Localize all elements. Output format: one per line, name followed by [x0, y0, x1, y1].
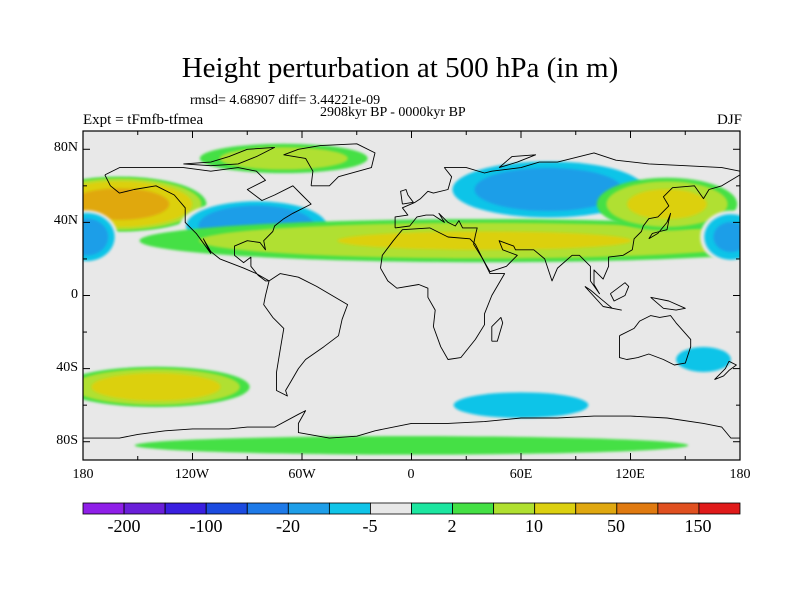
colorbar-label: 50 — [607, 516, 625, 536]
colorbar-swatch — [370, 502, 412, 515]
coastlines — [83, 143, 740, 439]
coastline — [619, 315, 692, 366]
colorbar-label: -20 — [276, 516, 300, 536]
anomaly-contour — [83, 218, 109, 256]
colorbar-swatch — [287, 502, 330, 515]
colorbar — [82, 502, 741, 515]
colorbar-swatch — [123, 502, 166, 515]
rmsd-stats: rmsd= 4.68907 diff= 3.44221e-09 — [190, 93, 381, 108]
axis-ticks — [82, 131, 741, 460]
lat-label-40n: 40N — [53, 213, 78, 228]
lon-label-60e: 60E — [509, 467, 533, 482]
lon-label-60w: 60W — [288, 467, 316, 482]
anomaly-contour — [474, 167, 623, 212]
colorbar-swatch — [205, 502, 248, 515]
season-label: DJF — [716, 112, 742, 128]
colorbar-swatch — [616, 502, 659, 515]
lon-label-0: 0 — [407, 467, 415, 482]
coastline — [648, 212, 672, 240]
lon-label-120w: 120W — [174, 467, 210, 482]
colorbar-label: -200 — [107, 516, 141, 536]
lat-label-80n: 80N — [53, 140, 78, 155]
coastline — [394, 152, 740, 295]
colorbar-swatch — [246, 502, 289, 515]
anomaly-contour — [337, 231, 632, 250]
coastline — [380, 227, 506, 360]
anomaly-field — [83, 143, 740, 455]
colorbar-swatch — [452, 502, 495, 515]
lon-label-180w: 180 — [72, 467, 94, 482]
colorbar-swatch — [657, 502, 700, 515]
anomaly-contour — [134, 436, 689, 455]
coastline — [183, 146, 276, 167]
colorbar-label: -100 — [189, 516, 223, 536]
lon-label-180e: 180 — [729, 467, 751, 482]
colorbar-label: 150 — [684, 516, 712, 536]
coastline — [400, 189, 414, 205]
anomaly-contour — [219, 147, 348, 170]
coastline — [498, 154, 537, 169]
coastline — [263, 273, 349, 397]
lat-label-40s: 40S — [56, 360, 78, 375]
coastline — [283, 143, 376, 187]
anomaly-contour — [453, 392, 589, 419]
lat-label-80s: 80S — [56, 433, 78, 448]
figure-title: Height perturbation at 500 hPa (in m) — [181, 52, 619, 84]
colorbar-swatch — [575, 502, 618, 515]
anomaly-contour — [676, 347, 731, 372]
experiment-label: Expt = tFmfb-tfmea — [83, 112, 204, 128]
coastline — [104, 167, 312, 282]
lon-label-120e: 120E — [615, 467, 645, 482]
colorbar-swatch — [493, 502, 536, 515]
anomaly-contour — [83, 188, 170, 220]
coastline — [714, 360, 737, 381]
coastline — [650, 296, 686, 311]
colorbar-swatch — [82, 502, 125, 515]
coastline — [609, 282, 630, 302]
colorbar-label: -5 — [362, 516, 378, 536]
anomaly-contour — [713, 222, 740, 252]
colorbar-label: 2 — [447, 516, 457, 536]
coastline — [491, 316, 504, 342]
colorbar-swatch — [411, 502, 453, 515]
colorbar-swatch — [698, 502, 741, 515]
colorbar-swatch — [534, 502, 577, 515]
coastline — [83, 410, 740, 439]
colorbar-label: 10 — [525, 516, 543, 536]
lat-label-0: 0 — [71, 287, 78, 302]
anomaly-contour — [627, 189, 707, 220]
period-label: 2908kyr BP - 0000kyr BP — [320, 105, 466, 120]
colorbar-swatch — [164, 502, 207, 515]
colorbar-swatch — [328, 502, 371, 515]
coastline — [584, 286, 622, 311]
anomaly-contour — [91, 373, 221, 401]
